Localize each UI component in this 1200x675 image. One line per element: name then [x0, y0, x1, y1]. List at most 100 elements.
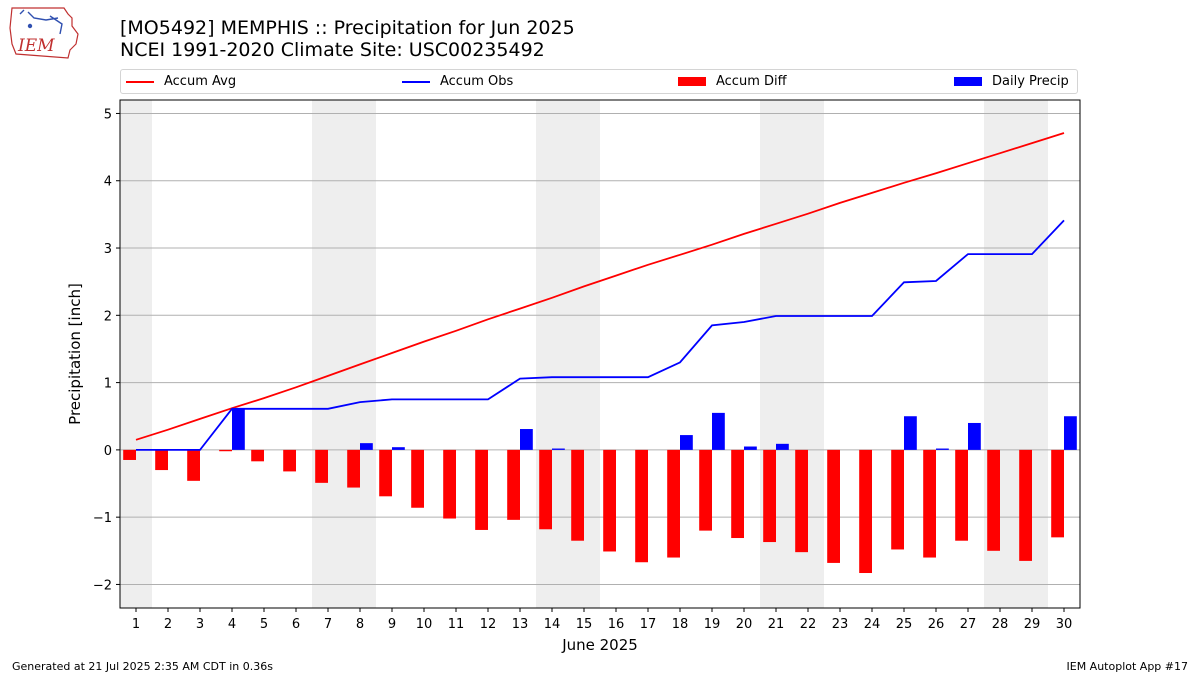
- accum-diff-bar: [123, 449, 136, 460]
- x-tick-label: 24: [864, 617, 881, 632]
- daily-precip-bar: [776, 443, 789, 450]
- x-tick-label: 15: [576, 617, 593, 632]
- daily-precip-bar: [552, 448, 565, 450]
- x-tick-label: 3: [196, 617, 204, 632]
- legend-swatch-daily-precip: [954, 77, 982, 86]
- accum-diff-bar: [731, 449, 744, 539]
- daily-precip-bar: [520, 429, 533, 450]
- accum-diff-bar: [1019, 449, 1032, 561]
- accum-diff-bar: [507, 449, 520, 520]
- legend-label-accum-avg: Accum Avg: [164, 74, 237, 89]
- weekend-band: [984, 100, 1016, 608]
- daily-precip-bar: [904, 416, 917, 450]
- legend-swatch-accum-diff: [678, 77, 706, 86]
- x-tick-label: 10: [416, 617, 433, 632]
- accum-diff-bar: [283, 449, 296, 472]
- accum-diff-bar: [379, 449, 392, 497]
- accum-diff-bar: [187, 449, 200, 481]
- legend-label-daily-precip: Daily Precip: [992, 74, 1069, 89]
- accum-diff-bar: [411, 449, 424, 508]
- legend-item-accum-diff: Accum Diff: [678, 70, 787, 93]
- app-credit: IEM Autoplot App #17: [1066, 660, 1189, 673]
- weekend-band: [344, 100, 376, 608]
- y-tick-label: 5: [104, 107, 112, 122]
- chart-title: [MO5492] MEMPHIS :: Precipitation for Ju…: [120, 17, 575, 39]
- x-tick-label: 28: [992, 617, 1009, 632]
- daily-precip-bar: [1064, 416, 1077, 450]
- daily-precip-bar: [968, 422, 981, 450]
- x-tick-label: 16: [608, 617, 625, 632]
- x-tick-label: 6: [292, 617, 300, 632]
- y-tick-label: 1: [104, 377, 112, 392]
- accum-diff-bar: [1051, 449, 1064, 538]
- accum-diff-bar: [603, 449, 616, 552]
- chart-subtitle: NCEI 1991-2020 Climate Site: USC00235492: [120, 39, 545, 61]
- weekend-band: [120, 100, 152, 608]
- legend-label-accum-diff: Accum Diff: [716, 74, 787, 89]
- weekend-band: [760, 100, 792, 608]
- x-tick-label: 22: [800, 617, 817, 632]
- legend-item-accum-obs: Accum Obs: [402, 70, 513, 93]
- daily-precip-bar: [936, 448, 949, 450]
- chart-legend: Accum Avg Accum Obs Accum Diff Daily Pre…: [120, 69, 1078, 94]
- accum-diff-bar: [955, 449, 968, 541]
- x-tick-label: 19: [704, 617, 721, 632]
- x-tick-label: 9: [388, 617, 396, 632]
- x-tick-label: 29: [1024, 617, 1041, 632]
- plot-frame: [119, 99, 1081, 609]
- x-tick-label: 25: [896, 617, 913, 632]
- accum-diff-bar: [795, 449, 808, 553]
- y-tick-label: 3: [104, 242, 112, 257]
- y-tick-label: 2: [104, 309, 112, 324]
- y-tick-label: −2: [93, 578, 112, 593]
- x-tick-label: 11: [448, 617, 465, 632]
- accum-diff-bar: [443, 449, 456, 519]
- x-tick-label: 14: [544, 617, 561, 632]
- daily-precip-bar: [744, 446, 757, 450]
- daily-precip-bar: [360, 443, 373, 450]
- x-tick-label: 8: [356, 617, 364, 632]
- daily-precip-bar: [232, 408, 245, 450]
- accum-diff-bar: [475, 449, 488, 530]
- generated-timestamp: Generated at 21 Jul 2025 2:35 AM CDT in …: [12, 660, 273, 673]
- accum-avg-line: [135, 132, 1065, 441]
- legend-item-accum-avg: Accum Avg: [126, 70, 236, 93]
- x-tick-label: 7: [324, 617, 332, 632]
- accum-diff-bar: [987, 449, 1000, 551]
- accum-diff-bar: [763, 449, 776, 543]
- daily-precip-bar: [392, 447, 405, 450]
- weekend-band: [312, 100, 344, 608]
- legend-label-accum-obs: Accum Obs: [440, 74, 514, 89]
- accum-diff-bar: [155, 449, 168, 471]
- y-tick-label: 0: [104, 444, 112, 459]
- x-tick-label: 27: [960, 617, 977, 632]
- x-tick-label: 18: [672, 617, 689, 632]
- y-tick-label: −1: [93, 511, 112, 526]
- accum-diff-bar: [347, 449, 360, 488]
- weekend-band: [536, 100, 568, 608]
- x-tick-label: 23: [832, 617, 849, 632]
- x-tick-label: 26: [928, 617, 945, 632]
- x-tick-label: 5: [260, 617, 268, 632]
- accum-diff-bar: [635, 449, 648, 563]
- legend-item-daily-precip: Daily Precip: [954, 70, 1069, 93]
- iem-logo: IEM: [9, 7, 79, 59]
- daily-precip-bar: [680, 435, 693, 450]
- accum-diff-bar: [827, 449, 840, 563]
- x-axis-label: June 2025: [561, 636, 638, 654]
- x-tick-label: 12: [480, 617, 497, 632]
- accum-diff-bar: [923, 449, 936, 558]
- accum-diff-bar: [667, 449, 680, 558]
- legend-swatch-accum-obs: [402, 80, 430, 83]
- x-tick-label: 2: [164, 617, 172, 632]
- y-axis-label: Precipitation [inch]: [66, 283, 84, 425]
- accum-diff-bar: [219, 449, 232, 452]
- accum-diff-bar: [315, 449, 328, 483]
- accum-diff-bar: [539, 449, 552, 530]
- x-tick-label: 4: [228, 617, 236, 632]
- accum-diff-bar: [251, 449, 264, 462]
- accum-diff-bar: [571, 449, 584, 541]
- accum-diff-bar: [859, 449, 872, 574]
- x-tick-label: 20: [736, 617, 753, 632]
